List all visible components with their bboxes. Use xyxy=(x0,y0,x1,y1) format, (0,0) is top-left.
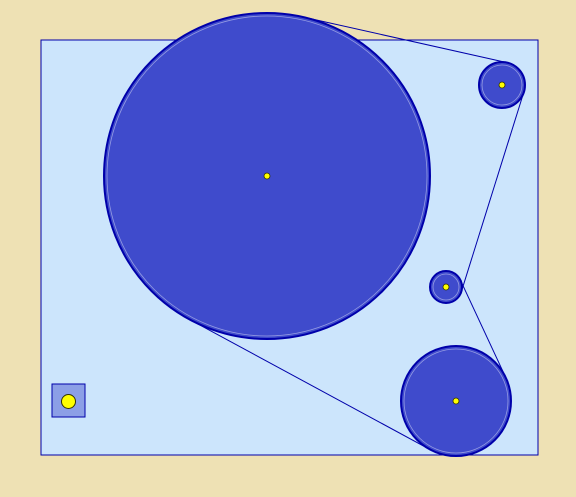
belt-segment-3 xyxy=(460,280,507,379)
belt-segment-4 xyxy=(189,318,431,450)
pulley-bottom[interactable] xyxy=(400,345,512,457)
pulley-large-rim xyxy=(106,15,428,337)
pulley-large-center-handle[interactable] xyxy=(263,172,271,180)
belt-segment-1 xyxy=(302,16,508,64)
belt-group xyxy=(189,16,525,450)
yellow-dot-icon xyxy=(61,394,76,409)
belt-segment-2 xyxy=(460,91,525,292)
tool-button[interactable] xyxy=(51,383,86,418)
pulley-bottom-rim xyxy=(403,348,509,454)
pulley-top-right-center-handle[interactable] xyxy=(498,81,506,89)
pulley-middle-small[interactable] xyxy=(429,270,463,304)
pulley-top-right-rim xyxy=(481,64,523,106)
pulley-middle-small-center-handle[interactable] xyxy=(442,283,450,291)
pulley-middle-small-rim xyxy=(432,273,460,301)
pulley-bottom-center-handle[interactable] xyxy=(452,397,460,405)
pulley-top-right[interactable] xyxy=(478,61,526,109)
pulley-group xyxy=(103,12,526,457)
pulley-large[interactable] xyxy=(103,12,431,340)
